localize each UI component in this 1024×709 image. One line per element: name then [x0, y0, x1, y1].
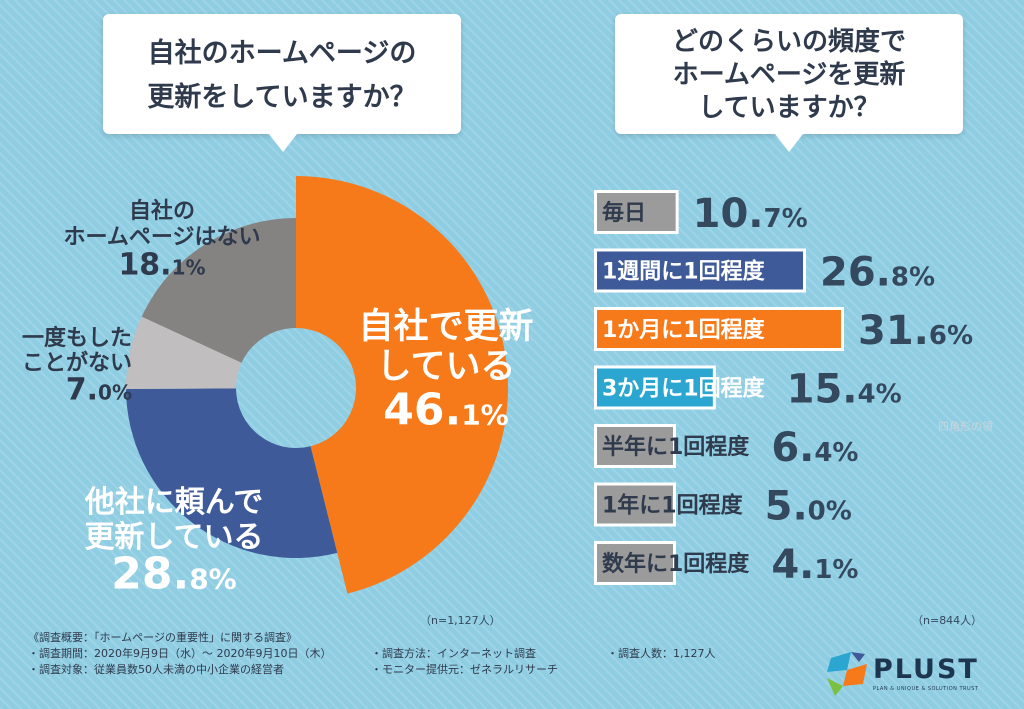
logo-wordmark: PLUST: [873, 654, 979, 685]
footer-target: ・調査対象：従業員数50人未満の中小企業の経営者: [28, 663, 284, 676]
bar-value-label: 4.1%: [771, 542, 858, 588]
bar-value-label: 26.8%: [820, 250, 935, 296]
pie-slice-label: 一度もした: [22, 325, 132, 351]
bar: [597, 427, 673, 465]
question-bubble-right: どのくらいの頻度で ホームページを更新 していますか？: [615, 14, 963, 152]
bar-category-label: 数年に1回程度: [602, 551, 750, 577]
question-left-line-1: 自社のホームページの: [147, 38, 417, 69]
pie-slice-label: 他社に頼んで: [84, 485, 264, 520]
question-right-line-2: ホームページを更新: [672, 60, 906, 90]
bar-category-label: 1か月に1回程度: [602, 317, 766, 343]
bar: [597, 310, 841, 348]
pie-slice-value: 28.8%: [111, 549, 237, 600]
footer-provider: ・モニター提供元：ゼネラルリサーチ: [371, 663, 558, 676]
pie-slice: [141, 218, 296, 363]
pie-slice-label: している: [377, 347, 516, 387]
footer-title: 《調査概要：「ホームページの重要性」に関する調査》: [28, 631, 297, 644]
watermark-text: 四角形の領: [938, 420, 993, 433]
logo-tagline: PLAN & UNIQUE & SOLUTION TRUST: [873, 686, 979, 692]
footer-count: ・調査人数：1,127人: [607, 647, 716, 660]
footer-method: ・調査方法：インターネット調査: [371, 647, 536, 660]
pie-slice-label: 更新している: [84, 520, 263, 555]
bar: [597, 251, 804, 290]
bar-value-label: 10.7%: [693, 191, 808, 237]
footer-period: ・調査期間：2020年9月9日（水）～ 2020年9月10日（木）: [28, 647, 332, 660]
survey-footer: 《調査概要：「ホームページの重要性」に関する調査》 ・調査期間：2020年9月9…: [28, 630, 808, 678]
pie-slice-value: 46.1%: [383, 385, 509, 436]
pie-slice-label: 自社の: [129, 198, 195, 224]
pie-slice-label: ことがない: [22, 350, 132, 376]
pie-slice-label: ホームページはない: [64, 225, 261, 250]
plust-logo-icon: [827, 652, 867, 696]
bar: [597, 544, 673, 582]
pie-slice: [296, 176, 508, 594]
bar-value-label: 6.4%: [771, 425, 858, 471]
bubble-tail: [775, 134, 803, 152]
plust-logo: PLUST PLAN & UNIQUE & SOLUTION TRUST: [825, 650, 1005, 700]
bar-category-label: 1週間に1回程度: [602, 259, 766, 285]
bar: [597, 485, 673, 524]
bar-category-label: 毎日: [602, 201, 646, 226]
pie-slice-value: 18.1%: [118, 248, 205, 283]
question-right-line-1: どのくらいの頻度で: [671, 27, 906, 57]
left-sample-size: （n=1,127人）: [420, 614, 501, 627]
bar-category-label: 半年に1回程度: [602, 434, 750, 460]
bar-category-label: 3か月に1回程度: [602, 376, 766, 402]
bubble-tail: [269, 134, 297, 152]
bar: [597, 193, 676, 231]
pie-slice-label: 自社で更新: [358, 307, 533, 347]
question-bubble-left: 自社のホームページの 更新をしていますか？: [103, 14, 461, 152]
bar-category-label: 1年に1回程度: [602, 493, 744, 519]
bar: [597, 368, 713, 407]
pie-slice-value: 7.0%: [66, 373, 132, 408]
right-sample-size: （n=844人）: [912, 614, 983, 627]
bar-value-label: 31.6%: [858, 308, 973, 354]
question-left-line-2: 更新をしていますか？: [147, 82, 417, 113]
pie-slice: [126, 388, 338, 558]
question-right-line-3: していますか？: [698, 93, 880, 123]
bar-value-label: 5.0%: [765, 484, 852, 530]
pie-slice: [126, 316, 242, 390]
bar-value-label: 15.4%: [787, 367, 902, 413]
